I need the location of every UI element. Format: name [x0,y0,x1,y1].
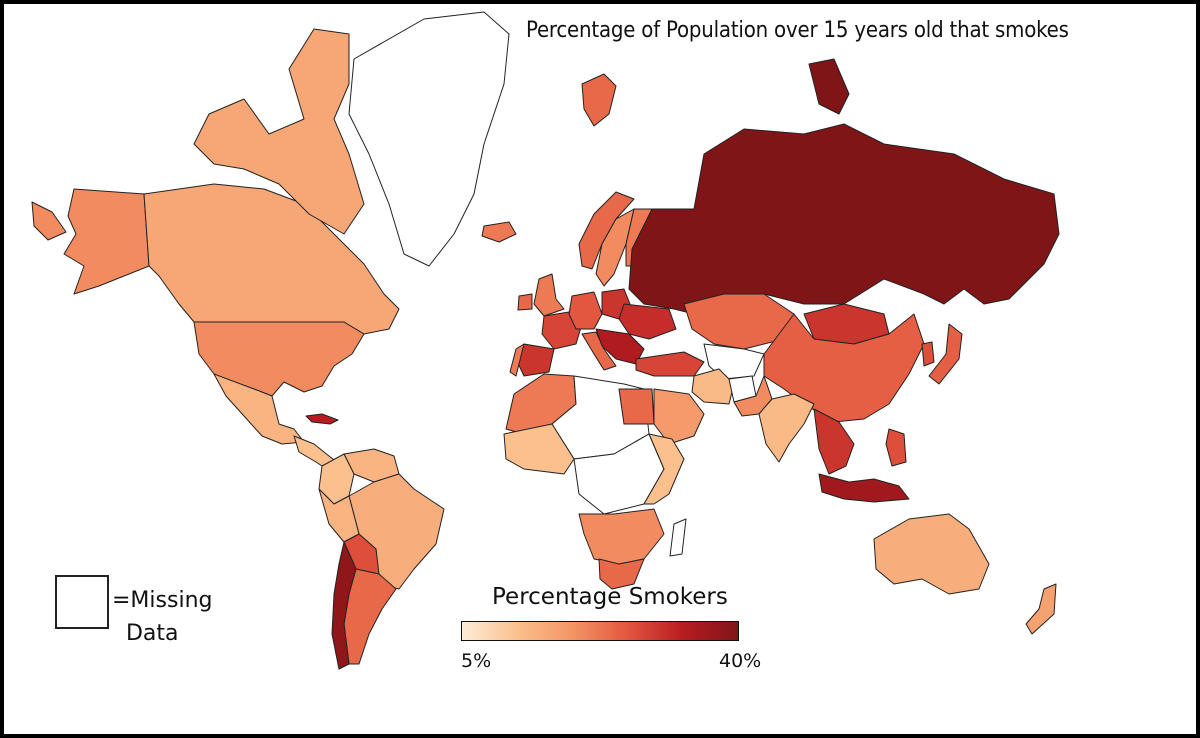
region-west-africa [503,423,575,475]
region-russia-arctic [808,58,850,115]
region-chile [331,541,357,670]
region-iran [691,368,735,405]
missing-data-swatch [55,575,109,629]
region-japan [928,323,963,385]
region-italy [581,331,617,371]
region-canada [143,183,400,335]
region-southeast-asia [813,408,855,475]
region-portugal [509,343,525,377]
legend-max-label: 40% [719,650,762,672]
region-alaska [63,188,150,295]
region-cuba [305,413,339,425]
region-ukraine [618,303,677,340]
region-iceland [481,221,517,243]
region-sweden [595,208,635,287]
region-greenland [348,11,510,267]
map-figure: Percentage of Population over 15 years o… [4,4,1196,734]
region-east-africa [643,433,685,505]
region-indonesia [818,473,910,503]
color-scale-bar [461,621,739,641]
region-india [758,393,815,463]
region-russia [628,123,1060,315]
map-title: Percentage of Population over 15 years o… [526,18,1069,43]
world-map [31,11,1060,670]
region-ireland [517,293,533,311]
region-united-kingdom [533,273,565,317]
missing-data-label: =Missing Data [112,588,213,646]
region-australia [873,513,990,595]
region-egypt [618,388,655,425]
region-svalbard [581,73,617,127]
region-new-zealand [1025,583,1057,635]
region-china [763,313,925,423]
legend-min-label: 5% [461,650,492,672]
region-southern-africa [578,508,665,565]
region-canada-islands [193,28,365,235]
region-saudi-arabia [653,388,705,445]
region-germany [568,291,603,330]
legend-title: Percentage Smokers [492,584,728,610]
region-turkey [635,351,705,377]
region-madagascar [669,518,687,557]
region-south-africa [598,558,645,590]
region-philippines [885,428,907,467]
region-alaska-tip [31,201,67,241]
region-korea [921,341,935,367]
